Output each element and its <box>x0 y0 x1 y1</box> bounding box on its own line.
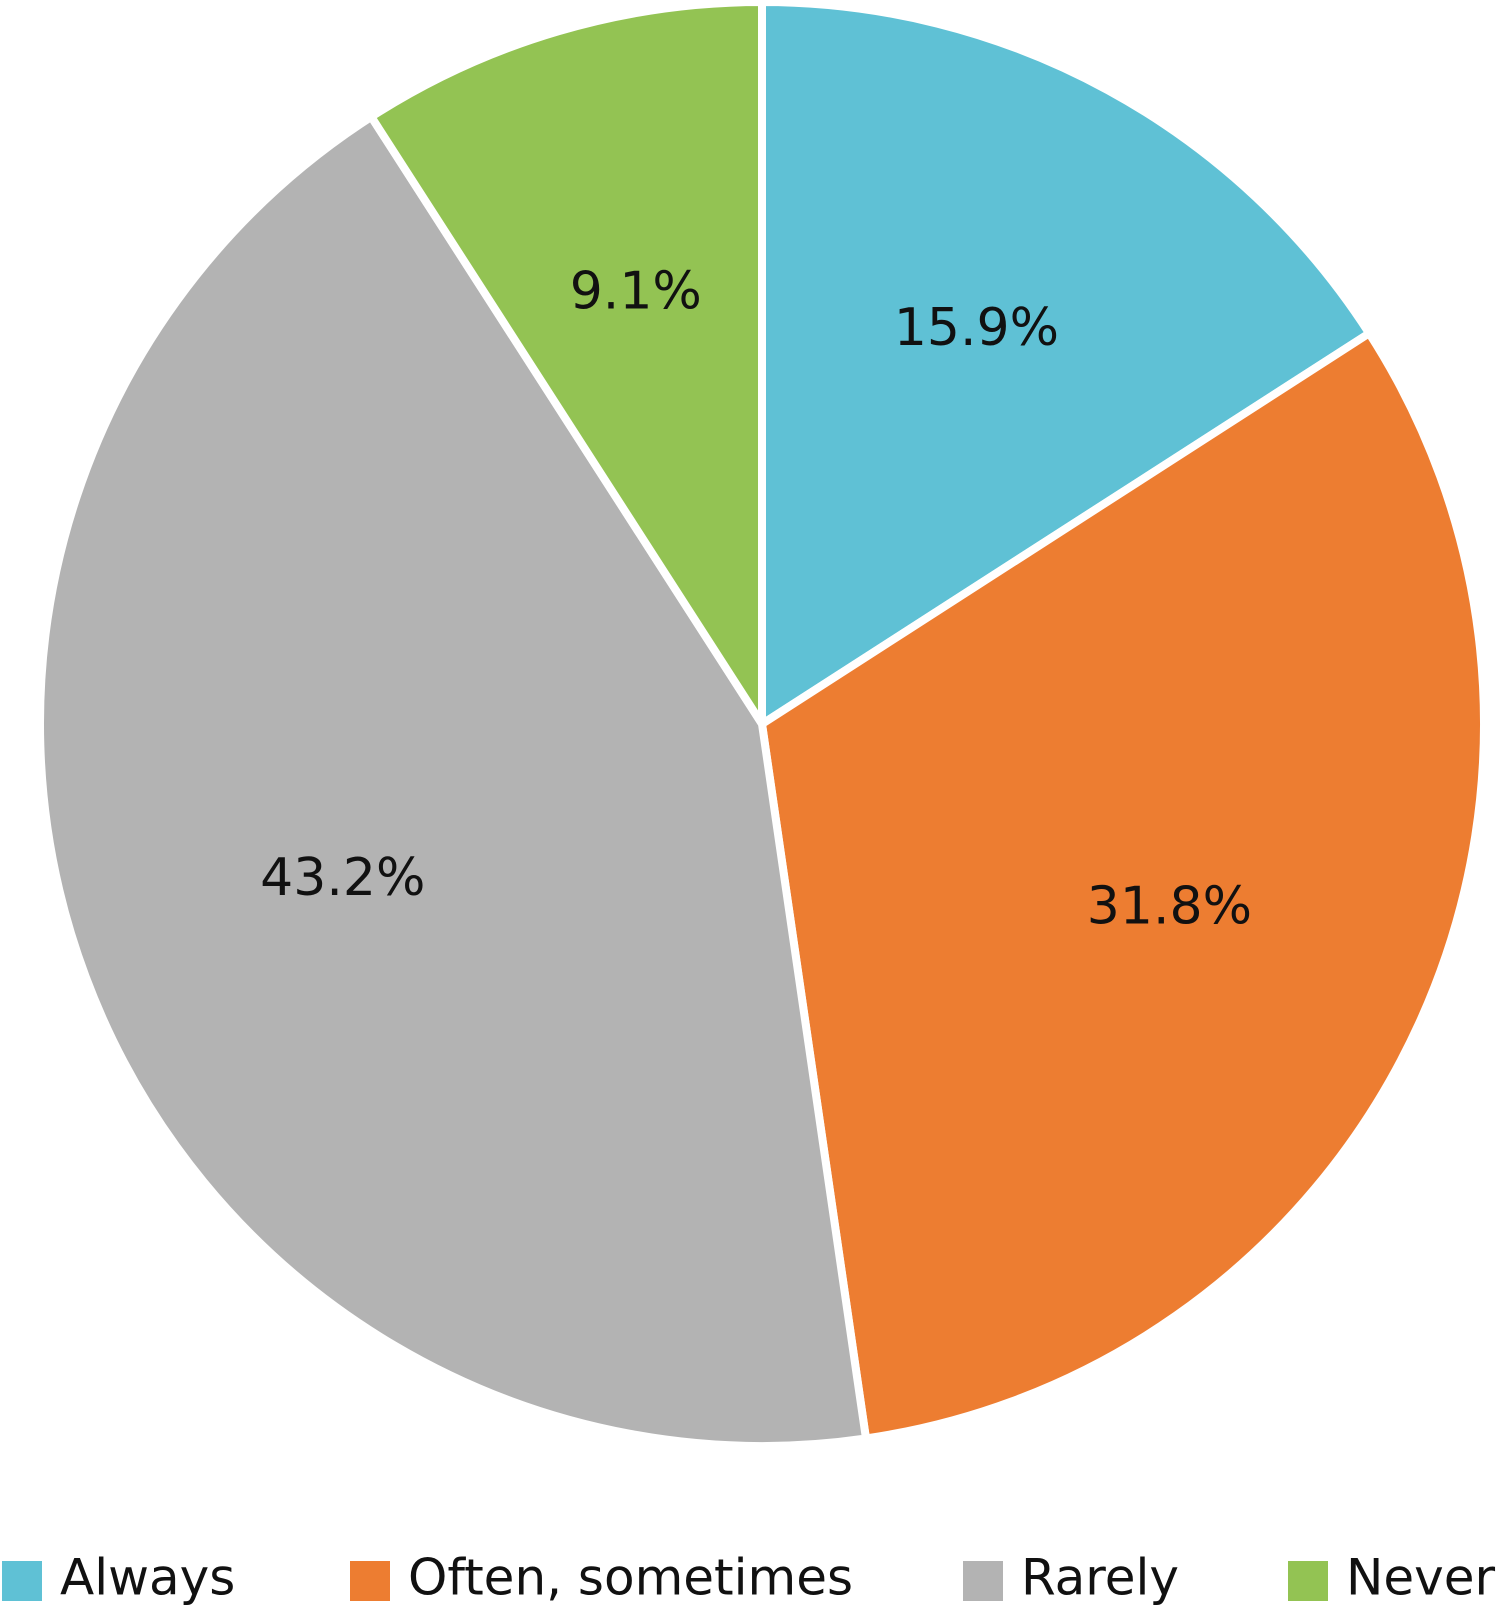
data-label: 43.2% <box>260 848 425 908</box>
pie-slice <box>36 112 870 1450</box>
legend-swatch <box>350 1561 390 1601</box>
legend-swatch <box>1288 1561 1328 1601</box>
legend-swatch <box>2 1561 42 1601</box>
legend-label: Always <box>60 1549 235 1607</box>
legend-swatch <box>963 1561 1003 1601</box>
legend-label: Rarely <box>1021 1549 1179 1607</box>
pie-slice <box>758 0 1374 728</box>
legend-label: Often, sometimes <box>408 1549 853 1607</box>
pie-slice <box>758 329 1488 1443</box>
pie-slice <box>367 0 766 728</box>
legend-label: Never <box>1346 1549 1496 1607</box>
data-label: 31.8% <box>1087 876 1252 936</box>
data-label: 15.9% <box>894 298 1059 358</box>
data-label: 9.1% <box>570 262 702 322</box>
